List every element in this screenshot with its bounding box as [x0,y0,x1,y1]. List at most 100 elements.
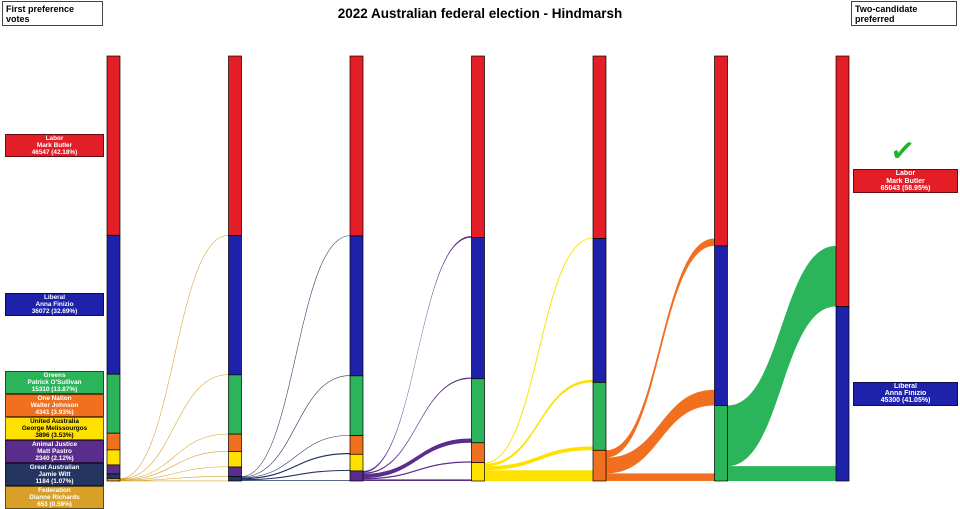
bar-count2-labor-segment [228,55,242,236]
vote-count: 653 (0.59%) [37,501,72,509]
flow-federation-to-greens-round1 [119,433,229,480]
candidate-name: Walter Johnson [30,402,79,410]
flow-one-nation-to-greens-round5 [606,473,715,481]
bar-count1-united-australia-segment [106,449,121,466]
bar-count2-united-australia-segment [228,451,242,468]
label-first-pref-great-australian: Great Australian Jamie Witt 1184 (1.07%) [5,463,104,487]
vote-count: 3896 (3.53%) [35,432,74,440]
bar-count2-greens-segment [228,374,242,435]
candidate-name: Anna Finizio [35,301,74,309]
bar-count5-liberal-segment [592,238,607,383]
bar-count4-united-australia-segment [471,462,485,482]
bar-count4-greens-segment [471,378,485,444]
party-name: Liberal [44,294,65,302]
vote-count: 45300 (41.05%) [880,397,931,405]
bar-count1-greens-segment [106,373,121,434]
first-preference-header-label: First preference votes [6,4,75,24]
bar-count7-labor-segment [835,55,850,307]
flow-animal-justice-to-labor-round3 [363,235,472,473]
vote-count: 1184 (1.07%) [35,478,74,486]
flow-federation-to-united-australia-round1 [119,466,229,481]
bar-count2-great-australian-segment [228,475,242,482]
party-name: One Nation [37,395,72,403]
bar-count6-labor-segment [714,55,728,247]
flow-great-australian-to-labor-round2 [241,235,351,477]
flow-one-nation-to-labor-round5 [606,238,715,458]
flow-federation-to-animal-justice-round1 [119,475,229,482]
candidate-name: Mark Butler [36,142,73,150]
flow-one-nation-to-liberal-round5 [606,389,715,474]
label-first-pref-federation: Federation Dianne Richards 653 (0.59%) [5,486,104,509]
label-first-pref-liberal: Liberal Anna Finizio 36072 (32.69%) [5,293,104,317]
bar-count1-labor-segment [106,55,121,236]
two-candidate-preferred-header-label: Two-candidate preferred [855,4,918,24]
flow-great-australian-to-united-australia-round2 [241,469,351,481]
candidate-name: Dianne Richards [29,494,80,502]
bar-count3-united-australia-segment [349,453,364,472]
vote-count: 4341 (3.93%) [35,409,74,417]
first-preference-header-box: First preference votes [2,1,103,26]
flow-united-australia-to-one-nation-round4 [484,470,593,481]
party-name: Great Australian [29,464,80,472]
flow-animal-justice-to-liberal-round3 [363,377,472,474]
bar-count1-great-australian-segment [106,473,121,479]
candidate-name: George Melissourgos [21,425,88,433]
bar-count3-labor-segment [349,55,364,237]
bar-count3-liberal-segment [349,235,364,377]
vote-count: 15310 (13.87%) [31,386,78,394]
label-first-pref-united-australia: United Australia George Melissourgos 389… [5,417,104,441]
bar-count6-greens-segment [714,405,728,482]
flow-great-australian-to-one-nation-round2 [241,453,350,480]
label-first-pref-greens: Greens Patrick O'Sullivan 15310 (13.87%) [5,371,104,395]
label-first-pref-animal-justice: Animal Justice Matt Pastro 2340 (2.12%) [5,440,104,464]
bar-count4-liberal-segment [471,237,485,380]
flow-federation-to-one-nation-round1 [119,450,229,481]
flow-animal-justice-to-greens-round3 [363,438,472,479]
label-first-pref-one-nation: One Nation Walter Johnson 4341 (3.93%) [5,394,104,418]
bar-count2-liberal-segment [228,235,242,376]
party-name: Federation [38,487,71,495]
bar-count1-federation-segment [106,478,121,482]
bar-count5-labor-segment [592,55,607,239]
party-name: United Australia [30,418,79,426]
party-name: Labor [895,170,916,178]
label-tcp-liberal: Liberal Anna Finizio 45300 (41.05%) [853,381,958,406]
flow-united-australia-to-labor-round4 [484,237,594,464]
bar-count2-one-nation-segment [228,433,242,452]
vote-count: 46547 (42.18%) [31,149,78,157]
flow-animal-justice-to-united-australia-round3 [363,479,472,481]
bar-count3-one-nation-segment [349,435,364,455]
flow-animal-justice-to-one-nation-round3 [363,461,472,480]
winner-check-icon: ✓ [888,134,917,170]
flow-great-australian-to-liberal-round2 [241,375,351,478]
vote-count: 36072 (32.69%) [31,308,78,316]
candidate-name: Anna Finizio [884,390,927,398]
bar-count5-one-nation-segment [592,449,607,482]
page-title: 2022 Australian federal election - Hindm… [337,6,623,21]
label-tcp-labor: Labor Mark Butler 65043 (58.95%) [853,169,958,194]
vote-count: 2340 (2.12%) [35,455,74,463]
flow-united-australia-to-greens-round4 [484,446,593,471]
flow-greens-to-labor-round6 [727,245,836,467]
flow-united-australia-to-liberal-round4 [484,379,593,467]
party-name: Animal Justice [31,441,78,449]
bar-count1-animal-justice-segment [106,464,121,475]
bar-count5-greens-segment [592,382,607,451]
flow-federation-to-liberal-round1 [119,374,229,480]
party-name: Greens [43,372,66,380]
flow-great-australian-to-greens-round2 [241,435,351,478]
bar-count7-liberal-segment [835,306,850,482]
bar-count6-liberal-segment [714,245,728,406]
party-name: Labor [45,135,64,143]
candidate-name: Matt Pastro [37,448,72,456]
bar-count1-liberal-segment [106,234,121,375]
bar-count2-animal-justice-segment [228,466,242,477]
candidate-name: Mark Butler [886,177,925,185]
label-first-pref-labor: Labor Mark Butler 46547 (42.18%) [5,134,104,158]
bar-count3-animal-justice-segment [349,470,364,482]
candidate-name: Patrick O'Sullivan [27,379,82,387]
two-candidate-preferred-header-box: Two-candidate preferred [851,1,957,26]
candidate-name: Jamie Witt [38,471,71,479]
